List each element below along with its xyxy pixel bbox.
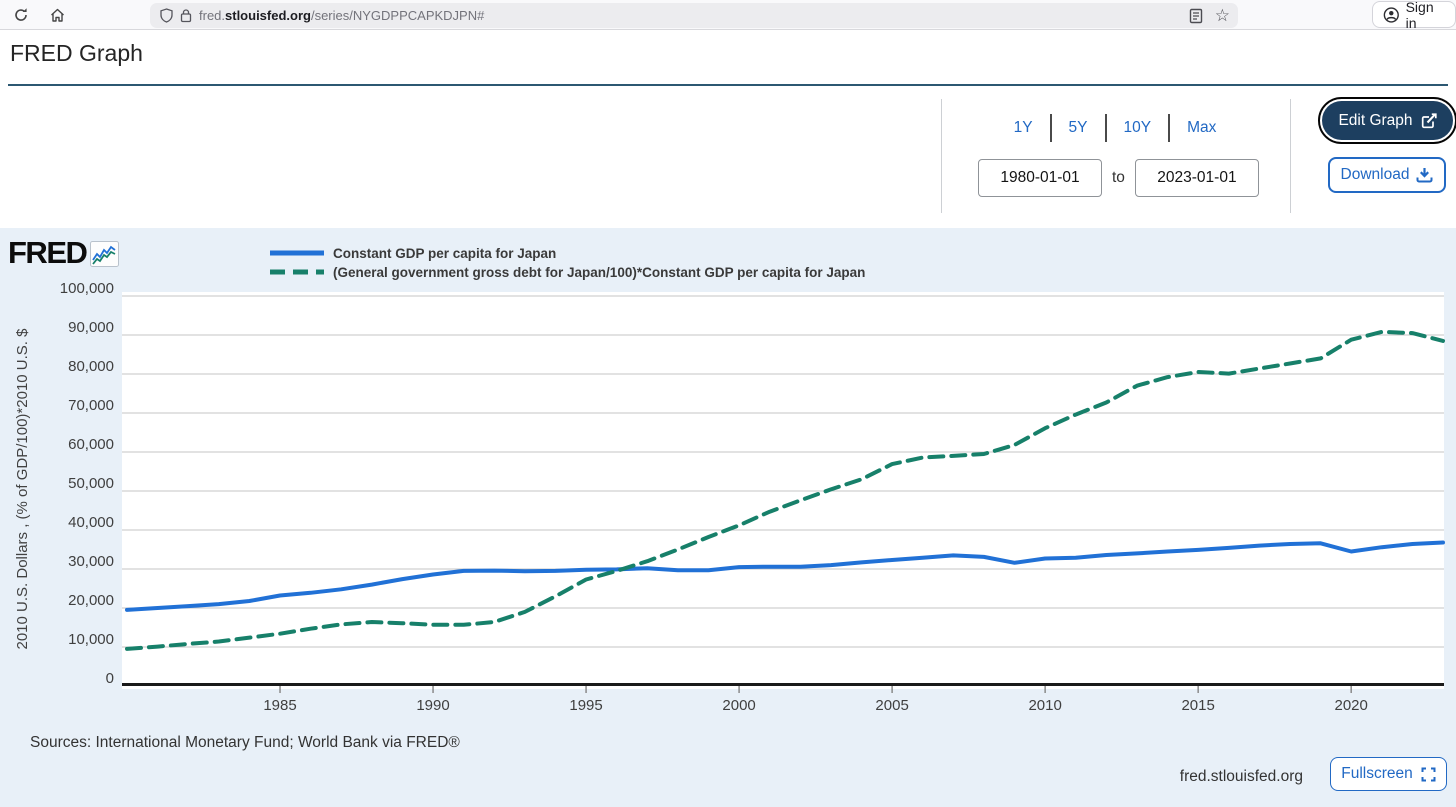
lock-icon[interactable]: [180, 8, 192, 23]
browser-toolbar: fred.stlouisfed.org/series/NYGDPPCAPKDJP…: [0, 0, 1456, 31]
x-tick-label: 1995: [569, 697, 603, 714]
legend-swatch: [270, 250, 324, 256]
y-tick-label: 80,000: [68, 358, 114, 375]
download-button[interactable]: Download: [1328, 157, 1446, 193]
edit-graph-button[interactable]: Edit Graph: [1318, 97, 1456, 144]
reader-view-icon[interactable]: [1189, 8, 1203, 24]
site-watermark: fred.stlouisfed.org: [1179, 768, 1303, 785]
y-tick-label: 70,000: [68, 397, 114, 414]
date-range: to: [978, 159, 1259, 197]
sources-note: Sources: International Monetary Fund; Wo…: [30, 734, 460, 751]
download-icon: [1416, 168, 1433, 183]
x-tick-label: 2000: [722, 697, 756, 714]
range-max[interactable]: Max: [1187, 119, 1217, 136]
legend-label: Constant GDP per capita for Japan: [333, 245, 557, 261]
fred-logo-chart-icon: [90, 241, 120, 272]
legend-item: Constant GDP per capita for Japan: [270, 244, 865, 262]
download-label: Download: [1340, 166, 1410, 183]
range-1y[interactable]: 1Y: [1013, 119, 1033, 136]
time-range-selector: 1Y 5Y 10Y Max: [950, 113, 1280, 143]
range-separator: [1049, 114, 1052, 142]
start-date-input[interactable]: [978, 159, 1102, 197]
shield-icon[interactable]: [160, 8, 173, 23]
legend-label: (General government gross debt for Japan…: [333, 264, 866, 280]
range-separator: [1168, 114, 1171, 142]
x-tick-label: 1990: [416, 697, 450, 714]
y-tick-label: 90,000: [68, 319, 114, 336]
chart-legend: Constant GDP per capita for Japan (Genera…: [270, 244, 865, 281]
y-tick-label: 20,000: [68, 592, 114, 609]
chart-panel: FRED Constant GDP per capita for Japan (G…: [0, 228, 1456, 807]
fullscreen-icon: [1421, 767, 1436, 781]
home-icon[interactable]: [46, 4, 68, 26]
fullscreen-label: Fullscreen: [1341, 765, 1413, 782]
x-tick-label: 1985: [263, 697, 297, 714]
controls-divider-right: [1290, 99, 1291, 213]
plot-svg[interactable]: [122, 292, 1445, 696]
controls-divider-left: [941, 99, 942, 213]
y-tick-label: 100,000: [59, 280, 114, 297]
y-tick-label: 10,000: [68, 631, 114, 648]
url-text: fred.stlouisfed.org/series/NYGDPPCAPKDJP…: [199, 8, 485, 23]
y-tick-label: 50,000: [68, 475, 114, 492]
sign-in-label: Sign in: [1405, 0, 1434, 31]
fullscreen-button[interactable]: Fullscreen: [1330, 757, 1447, 791]
series-line: [125, 540, 1445, 612]
y-tick-label: 40,000: [68, 514, 114, 531]
reload-icon[interactable]: [10, 4, 32, 26]
edit-graph-label: Edit Graph: [1338, 111, 1413, 129]
account-icon: [1383, 6, 1399, 23]
legend-item: (General government gross debt for Japan…: [270, 263, 865, 281]
fred-logo: FRED: [8, 235, 120, 272]
x-tick-label: 2005: [875, 697, 909, 714]
date-to-label: to: [1112, 169, 1125, 186]
header-divider: [8, 84, 1448, 86]
url-bar[interactable]: fred.stlouisfed.org/series/NYGDPPCAPKDJP…: [150, 3, 1238, 28]
y-tick-label: 0: [105, 670, 114, 687]
x-tick-label: 2015: [1181, 697, 1215, 714]
range-10y[interactable]: 10Y: [1123, 119, 1152, 136]
range-5y[interactable]: 5Y: [1068, 119, 1088, 136]
x-tick-label: 2010: [1028, 697, 1062, 714]
end-date-input[interactable]: [1134, 159, 1259, 197]
bookmark-star-icon[interactable]: ☆: [1214, 6, 1230, 25]
range-separator: [1104, 114, 1107, 142]
plot-area[interactable]: [122, 292, 1445, 693]
x-tick-label: 2020: [1334, 697, 1368, 714]
sign-in-button[interactable]: Sign in: [1372, 0, 1456, 31]
edit-icon: [1421, 112, 1437, 128]
legend-swatch: [270, 269, 324, 275]
fred-logo-text: FRED: [8, 235, 88, 270]
series-line: [125, 329, 1445, 651]
y-tick-label: 60,000: [68, 436, 114, 453]
y-tick-label: 30,000: [68, 553, 114, 570]
page-title: FRED Graph: [10, 40, 143, 66]
